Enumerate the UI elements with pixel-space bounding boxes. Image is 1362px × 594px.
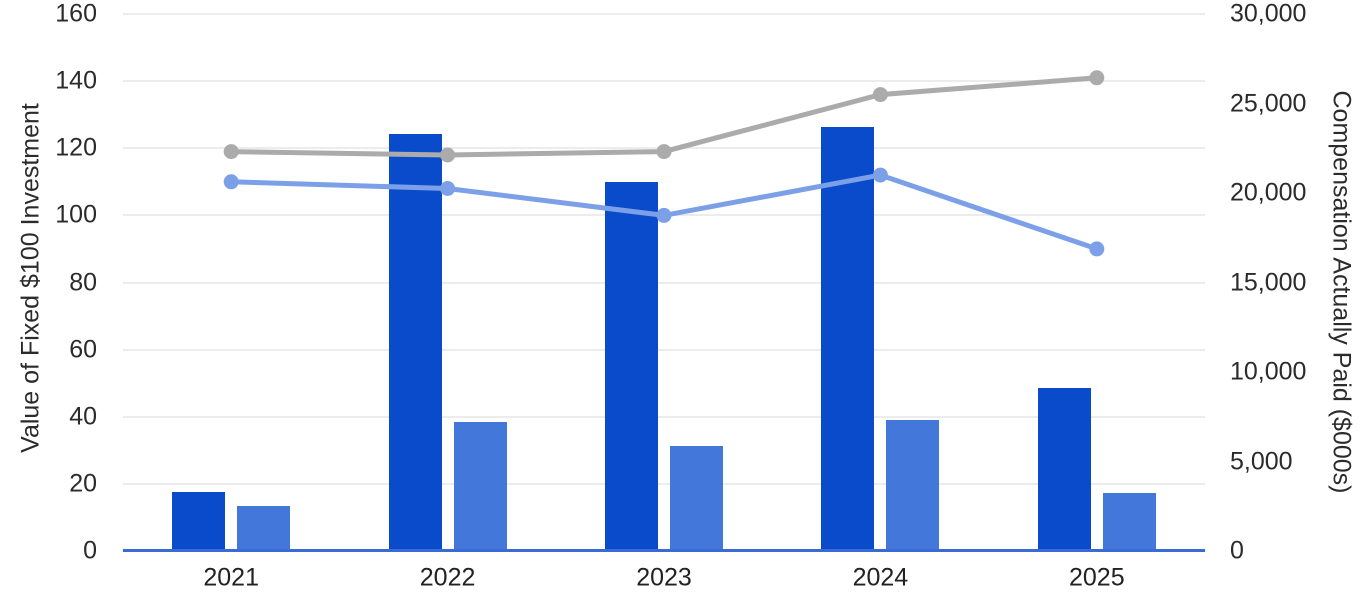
gridline xyxy=(123,80,1205,83)
plot-area xyxy=(123,13,1205,552)
light-blue-bars-2024 xyxy=(886,420,940,551)
light-blue-bars-2025 xyxy=(1102,492,1156,551)
left-axis-tick-20: 20 xyxy=(69,469,97,498)
gray-line-marker-2025 xyxy=(1089,70,1105,86)
gray-line xyxy=(231,75,1097,158)
gridline xyxy=(123,415,1205,418)
left-axis-tick-80: 80 xyxy=(69,268,97,296)
right-axis-tick-5000: 5,000 xyxy=(1230,447,1293,475)
light-blue-line-marker-2022 xyxy=(440,181,456,196)
dark-blue-bars-2021 xyxy=(172,491,226,551)
x-axis-label-2021: 2021 xyxy=(203,563,259,592)
left-axis-tick-60: 60 xyxy=(69,335,97,364)
left-axis-tick-100: 100 xyxy=(55,200,97,229)
gray-line-marker-2022 xyxy=(440,147,456,163)
gridline xyxy=(123,482,1205,485)
light-blue-bars-2023 xyxy=(670,446,723,551)
x-axis-label-2025: 2025 xyxy=(1068,563,1125,592)
light-blue-bars-2022 xyxy=(453,422,507,551)
dark-blue-bars-2022 xyxy=(388,133,442,551)
gridline xyxy=(123,348,1205,351)
light-blue-bars-2021 xyxy=(237,506,291,552)
dark-blue-bars-2023 xyxy=(605,182,658,551)
x-axis-label-2023: 2023 xyxy=(636,563,692,592)
dark-blue-bars-2024 xyxy=(821,126,875,551)
left-axis-tick-40: 40 xyxy=(69,402,97,431)
light-blue-line-marker-2023 xyxy=(656,207,672,223)
right-axis-tick-30000: 30,000 xyxy=(1230,0,1307,28)
x-axis-label-2022: 2022 xyxy=(419,563,476,592)
left-axis-tick-160: 160 xyxy=(55,0,97,28)
right-axis-tick-0: 0 xyxy=(1230,536,1244,565)
gray-line-marker-2021 xyxy=(223,144,239,160)
left-axis-tick-120: 120 xyxy=(55,133,97,162)
gray-line-marker-2023 xyxy=(656,144,672,160)
right-axis-tick-25000: 25,000 xyxy=(1230,89,1307,117)
light-blue-line-marker-2025 xyxy=(1089,241,1105,257)
light-blue-line-marker-2024 xyxy=(872,167,888,183)
gray-line-marker-2024 xyxy=(872,87,888,103)
right-axis-tick-15000: 15,000 xyxy=(1230,268,1307,296)
right-axis-tick-20000: 20,000 xyxy=(1230,178,1307,207)
gridline xyxy=(123,281,1205,284)
light-blue-line-marker-2021 xyxy=(223,174,239,190)
dark-blue-bars-2025 xyxy=(1037,388,1091,551)
right-y-axis-title: Compensation Actually Paid ($000s) xyxy=(1327,90,1356,494)
left-axis-tick-140: 140 xyxy=(55,66,97,95)
gridline xyxy=(123,13,1205,15)
x-axis-label-2024: 2024 xyxy=(852,563,909,592)
right-axis-tick-10000: 10,000 xyxy=(1230,357,1307,386)
x-axis-line xyxy=(123,549,1205,552)
line-series-layer xyxy=(223,70,1105,257)
left-axis-tick-0: 0 xyxy=(83,536,97,565)
